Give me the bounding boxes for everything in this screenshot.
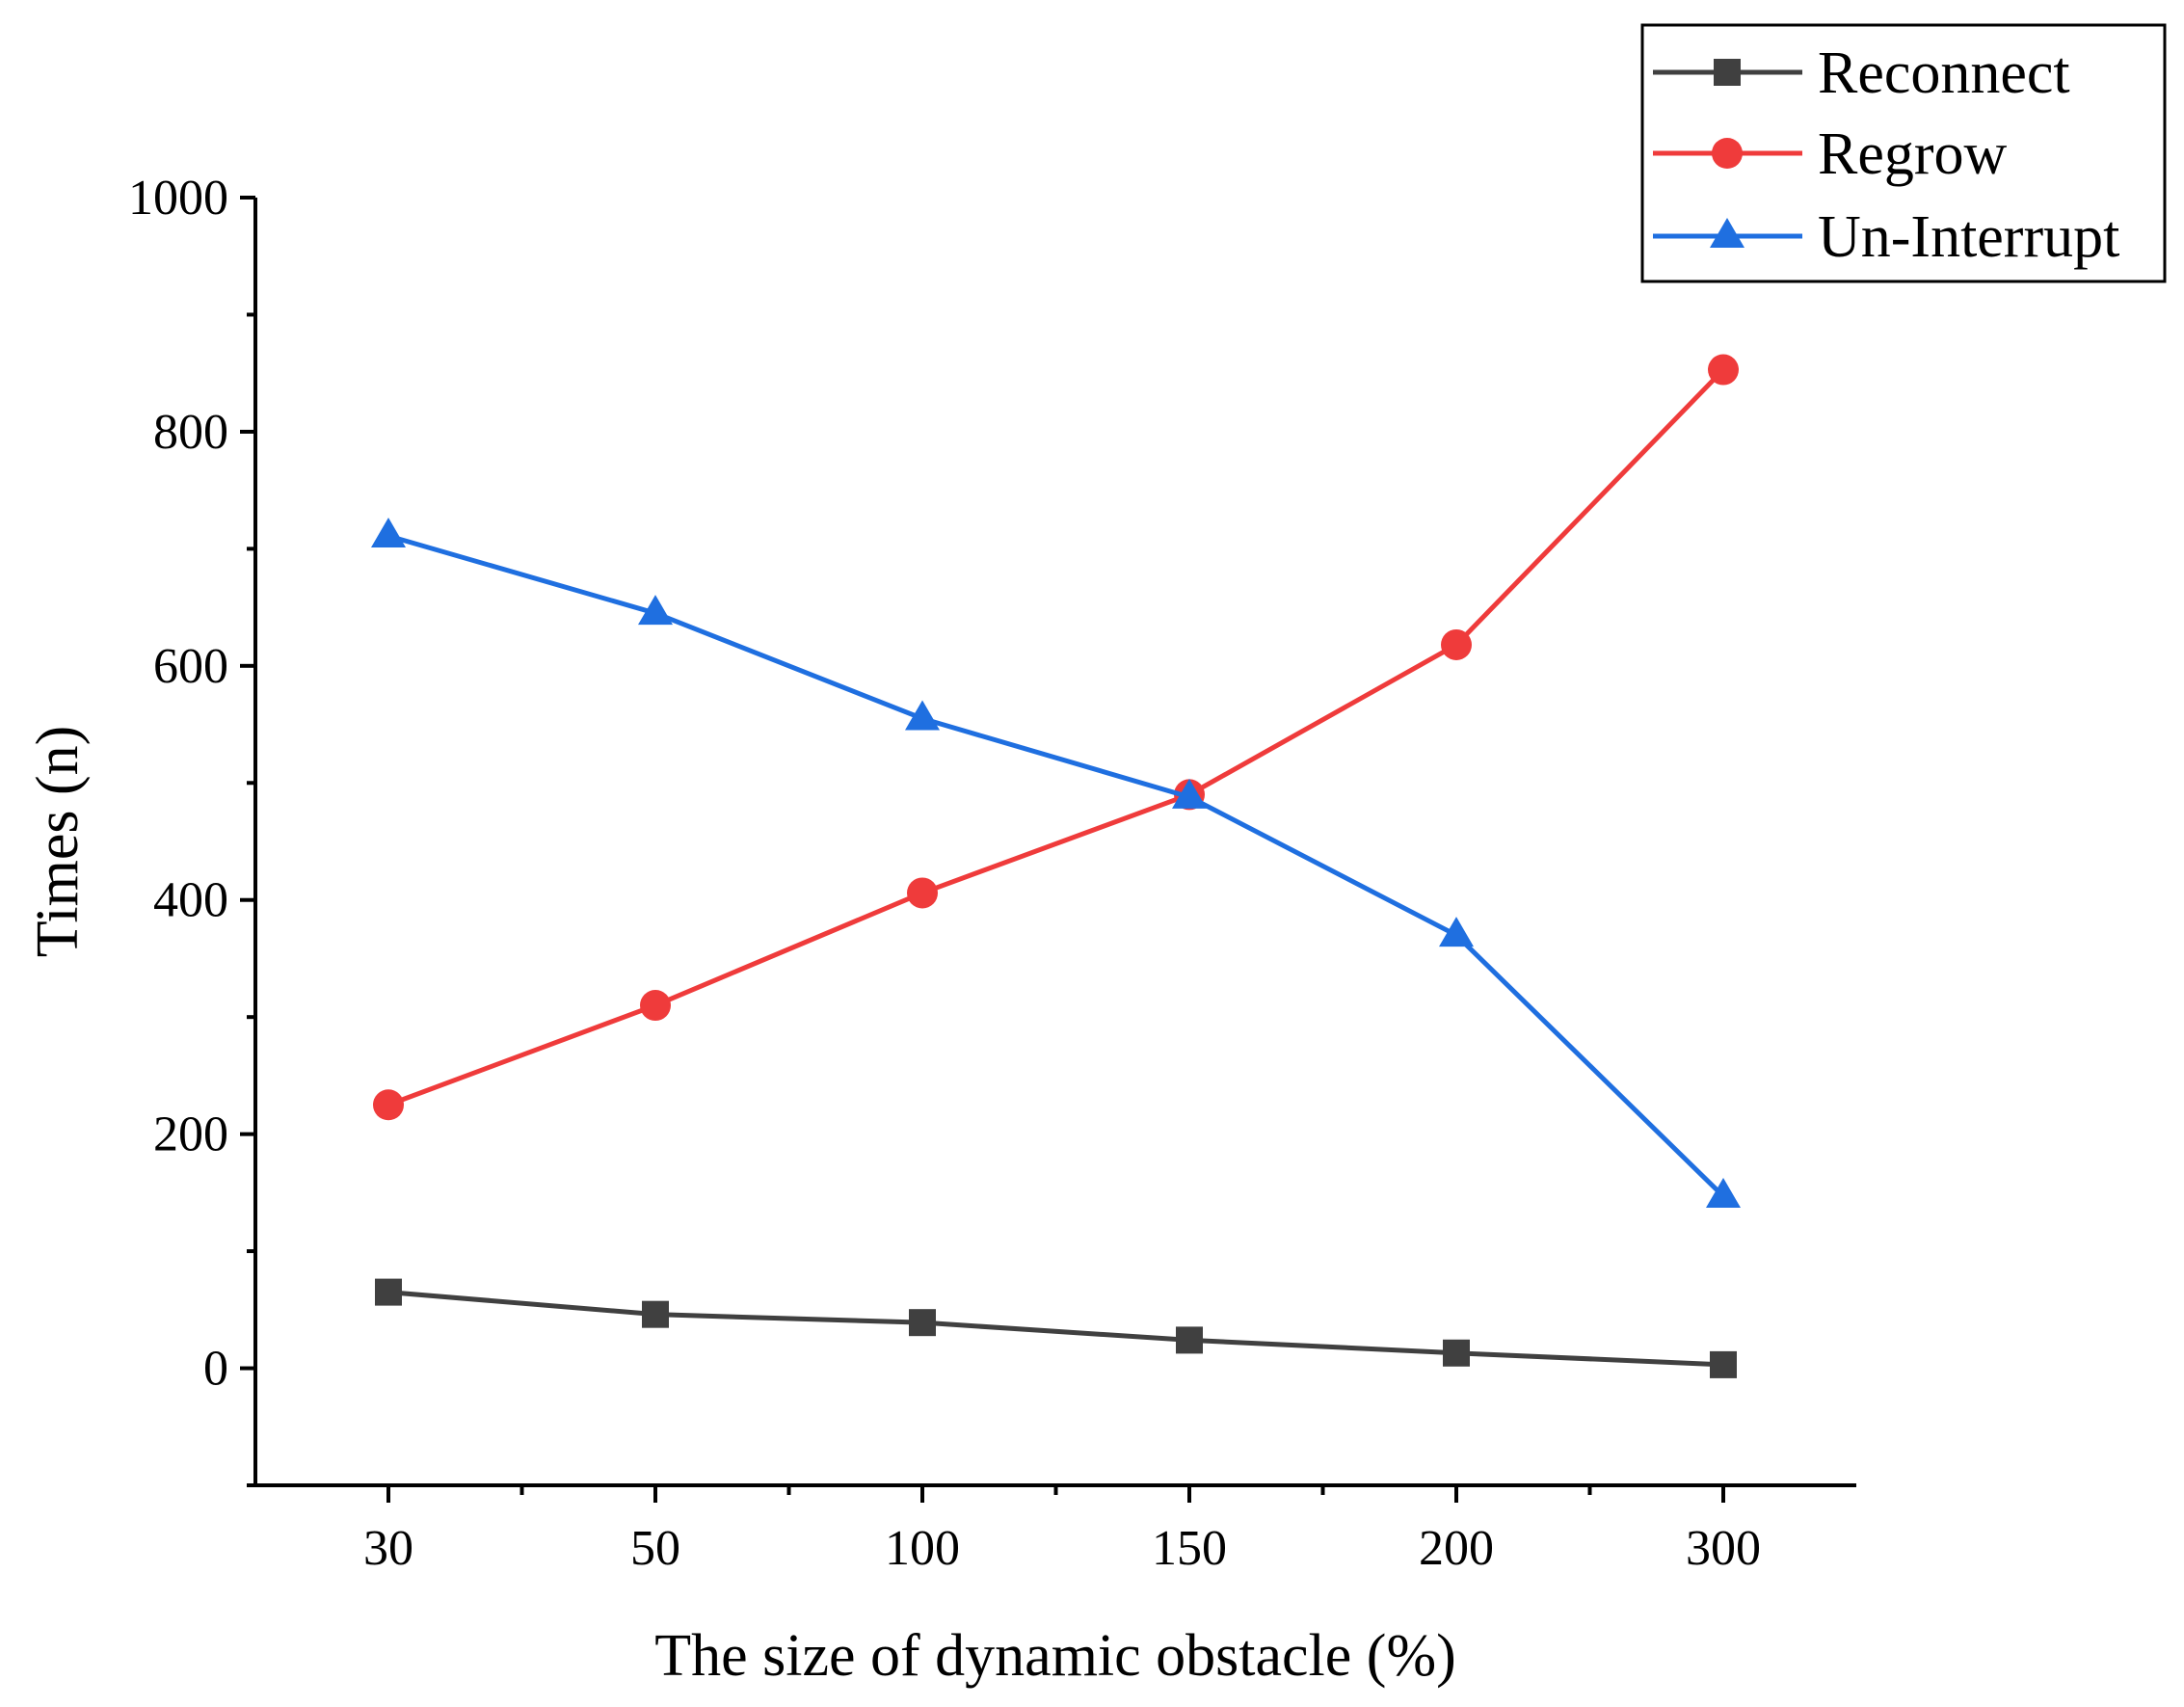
legend-marker-regrow — [1712, 138, 1743, 169]
y-tick-label: 800 — [153, 405, 228, 460]
y-tick-label: 600 — [153, 639, 228, 694]
data-point-un-interrupt — [371, 518, 406, 548]
data-point-un-interrupt — [1439, 917, 1474, 947]
y-tick-label: 1000 — [128, 171, 228, 226]
y-ticks: 0 200 400 600 800 1000 — [128, 171, 255, 1487]
data-point-un-interrupt — [1172, 778, 1207, 809]
data-point-regrow — [1708, 354, 1739, 386]
legend-label-reconnect: Reconnect — [1818, 40, 2070, 106]
data-point-reconnect — [375, 1278, 402, 1306]
data-point-reconnect — [1710, 1350, 1737, 1378]
legend-item-un-interrupt: Un-Interrupt — [1653, 204, 2119, 270]
x-tick-label: 150 — [1152, 1521, 1227, 1576]
series-line-un-interrupt — [387, 533, 1725, 1198]
legend-label-un-interrupt: Un-Interrupt — [1818, 204, 2119, 270]
y-tick-label: 400 — [153, 873, 228, 928]
data-point-reconnect — [1176, 1326, 1203, 1354]
series-line-reconnect — [387, 1290, 1724, 1368]
x-axis-title: The size of dynamic obstacle (%) — [654, 1623, 1456, 1689]
data-point-un-interrupt — [905, 700, 940, 731]
y-tick-label: 200 — [153, 1107, 228, 1162]
data-point-regrow — [1441, 628, 1472, 660]
x-tick-label: 100 — [885, 1521, 960, 1576]
data-point-reconnect — [1443, 1339, 1470, 1367]
x-tick-label: 200 — [1419, 1521, 1494, 1576]
data-point-reconnect — [642, 1300, 669, 1328]
legend-item-reconnect: Reconnect — [1653, 40, 2070, 106]
series — [371, 354, 1741, 1378]
x-tick-label: 50 — [630, 1521, 680, 1576]
legend-marker-un-interrupt — [1710, 218, 1745, 248]
legend: Reconnect Regrow Un-Interrupt — [1640, 23, 2167, 283]
data-point-regrow — [373, 1089, 404, 1121]
data-point-un-interrupt — [638, 595, 673, 626]
legend-marker-reconnect — [1714, 59, 1741, 86]
x-ticks: 30 50 100 150 200 300 — [363, 1485, 1761, 1576]
series-line-regrow — [387, 367, 1725, 1107]
y-tick-label: 0 — [203, 1342, 228, 1397]
legend-item-regrow: Regrow — [1653, 121, 2008, 187]
axes — [253, 198, 1856, 1487]
data-point-un-interrupt — [1706, 1178, 1741, 1209]
x-tick-label: 30 — [363, 1521, 413, 1576]
data-point-reconnect — [909, 1309, 936, 1337]
data-point-regrow — [907, 877, 938, 909]
data-point-regrow — [640, 990, 671, 1022]
y-axis-title: Times (n) — [25, 726, 91, 958]
x-tick-label: 300 — [1686, 1521, 1761, 1576]
legend-label-regrow: Regrow — [1818, 121, 2008, 187]
